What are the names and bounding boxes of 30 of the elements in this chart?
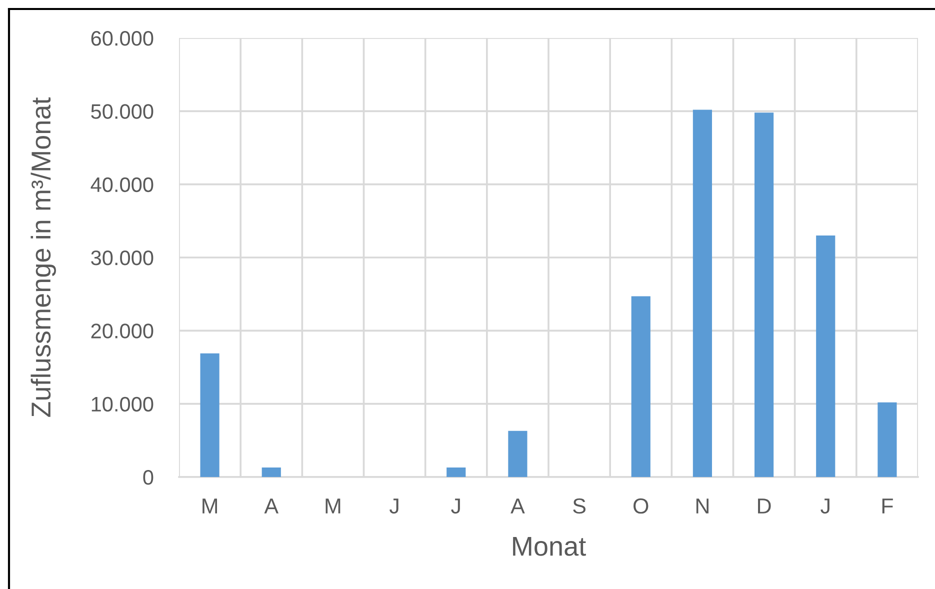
x-tick-label: J bbox=[389, 498, 398, 514]
y-tick-label: 20.000 bbox=[91, 324, 154, 338]
bar bbox=[631, 296, 650, 477]
y-axis-title: Zuflussmenge in m³/Monat bbox=[30, 97, 56, 417]
x-tick-label: N bbox=[696, 498, 708, 514]
bar bbox=[816, 236, 836, 477]
x-axis-title: Monat bbox=[513, 536, 586, 556]
x-tick-label: F bbox=[882, 498, 893, 514]
x-tick-label: A bbox=[510, 498, 525, 514]
x-tick-label: S bbox=[573, 498, 586, 514]
y-tick-label: 40.000 bbox=[90, 177, 154, 192]
bar bbox=[446, 467, 466, 477]
y-tick-label: 50.000 bbox=[91, 104, 154, 119]
bar bbox=[692, 110, 712, 477]
x-tick-label: O bbox=[634, 498, 648, 514]
bar bbox=[262, 467, 281, 477]
x-tick-label: M bbox=[202, 498, 217, 514]
y-tick-label: 60.000 bbox=[91, 31, 154, 46]
x-tick-label: J bbox=[820, 498, 830, 514]
bar bbox=[754, 112, 774, 477]
bar bbox=[200, 353, 220, 477]
bar bbox=[508, 430, 528, 477]
y-tick-label: 30.000 bbox=[91, 250, 154, 266]
x-tick-label: A bbox=[264, 498, 279, 514]
x-tick-label: J bbox=[451, 498, 460, 514]
x-tick-label: M bbox=[326, 498, 340, 514]
bar bbox=[878, 402, 897, 477]
y-tick-label: 10.000 bbox=[92, 396, 154, 412]
y-tick-label: 0 bbox=[143, 470, 154, 485]
x-tick-label: D bbox=[758, 498, 771, 514]
